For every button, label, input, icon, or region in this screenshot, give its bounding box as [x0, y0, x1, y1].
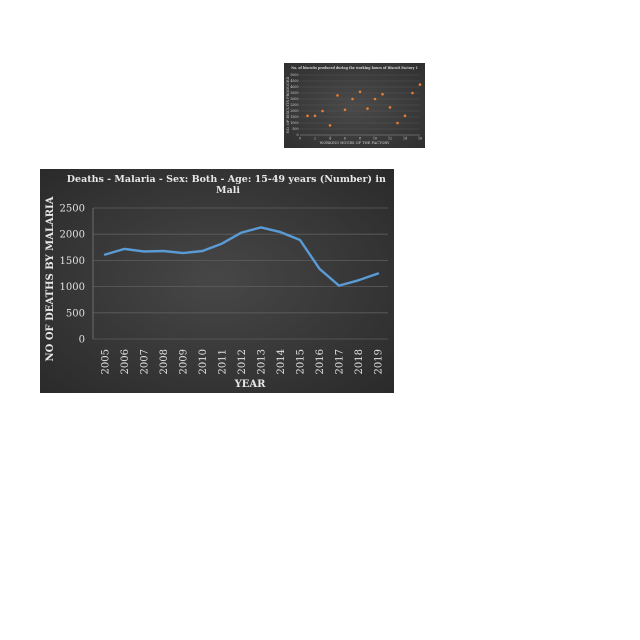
- scatter-y-tick-label: 3000: [290, 97, 298, 101]
- scatter-point: [306, 114, 309, 118]
- scatter-point: [366, 107, 369, 110]
- line-chart-x-tick-label: 2016: [315, 349, 326, 374]
- line-chart-x-tick-label: 2015: [296, 349, 307, 374]
- scatter-y-tick-label: 4500: [290, 79, 298, 83]
- scatter-y-tick-label: 4000: [290, 85, 298, 89]
- scatter-point: [381, 92, 384, 96]
- scatter-point: [321, 109, 324, 113]
- title-line-1: Deaths - Malaria - Sex: Both - Age: 15-4…: [67, 174, 386, 185]
- line-chart-x-tick-label: 2008: [159, 349, 170, 374]
- scatter-x-ticks: 0 2 4 6 8 10 12 14 16: [299, 137, 422, 141]
- scatter-y-tick-label: 2000: [290, 109, 298, 113]
- scatter-y-tick-label: 2500: [290, 103, 298, 107]
- scatter-points: [306, 83, 422, 127]
- line-chart-y-tick-label: 1500: [60, 256, 85, 267]
- scatter-point: [343, 108, 347, 112]
- biscuit-scatter-svg: No. of biscuits produced during the work…: [286, 66, 422, 145]
- title-line-2: Mali: [216, 185, 240, 196]
- line-chart-gridlines: [92, 207, 388, 340]
- line-chart-x-tick-label: 2017: [335, 349, 346, 374]
- scatter-y-tick-label: 0: [296, 133, 298, 137]
- scatter-point: [403, 114, 407, 118]
- scatter-x-tick-label: 14: [403, 137, 407, 141]
- line-chart-x-tick-label: 2013: [257, 349, 268, 374]
- scatter-x-tick-label: 8: [359, 137, 361, 141]
- line-chart-y-tick-label: 0: [79, 335, 85, 346]
- scatter-x-tick-label: 2: [314, 137, 316, 141]
- scatter-gridlines: [300, 74, 420, 136]
- line-chart-x-tick-label: 2019: [374, 349, 385, 374]
- scatter-x-tick-label: 12: [388, 137, 392, 141]
- scatter-point: [411, 91, 414, 95]
- scatter-point: [396, 121, 399, 125]
- scatter-point: [388, 106, 392, 109]
- scatter-x-tick-label: 10: [373, 137, 377, 141]
- scatter-x-axis-label: WORKING HOURS OF THE FACTORY: [320, 141, 390, 145]
- line-chart-y-ticks: 0 500 1000 1500 2000 2500: [60, 204, 85, 346]
- line-chart-x-tick-label: 2012: [237, 349, 248, 374]
- malaria-line-svg: Deaths - Malaria - Sex: Both - Age: 15-4…: [45, 174, 389, 390]
- line-chart-y-tick-label: 500: [66, 308, 85, 319]
- line-chart-x-tick-label: 2018: [354, 349, 365, 374]
- scatter-point: [313, 114, 317, 118]
- scatter-y-tick-label: 3500: [290, 91, 298, 95]
- line-chart-x-tick-label: 2007: [140, 349, 151, 374]
- line-chart-title: Deaths - Malaria - Sex: Both - Age: 15-4…: [67, 174, 389, 196]
- line-chart-x-tick-label: 2010: [198, 349, 209, 374]
- scatter-y-axis-label: NO. OF BISCUITS PRODUCED: [286, 77, 290, 134]
- line-chart-x-tick-label: 2006: [120, 349, 131, 374]
- line-chart-x-tick-label: 2009: [179, 349, 190, 374]
- biscuit-scatter-chart: No. of biscuits produced during the work…: [284, 63, 425, 148]
- scatter-y-ticks: 0 500 1000 1500 2000 2500 3000 3500 4000 4500 5000: [290, 73, 298, 137]
- scatter-x-tick-label: 4: [329, 137, 331, 141]
- scatter-point: [373, 97, 377, 101]
- scatter-x-tick-label: 6: [344, 137, 346, 141]
- scatter-y-tick-label: 1500: [290, 115, 298, 119]
- line-chart-y-tick-label: 2500: [60, 204, 85, 215]
- scatter-y-tick-label: 5000: [290, 73, 298, 77]
- scatter-y-tick-label: 1000: [290, 121, 298, 125]
- line-chart-y-axis-label: NO OF DEATHS BY MALARIA: [45, 196, 56, 361]
- scatter-y-tick-label: 500: [292, 127, 298, 131]
- scatter-point: [336, 94, 339, 97]
- malaria-deaths-line-chart: Deaths - Malaria - Sex: Both - Age: 15-4…: [40, 169, 394, 393]
- scatter-point: [351, 97, 354, 101]
- scatter-x-tick-label: 16: [418, 137, 422, 141]
- line-chart-y-tick-label: 2000: [60, 230, 85, 241]
- scatter-point: [328, 124, 332, 127]
- line-chart-x-tick-label: 2014: [276, 349, 287, 374]
- scatter-x-tick-label: 0: [299, 137, 301, 141]
- line-chart-x-axis-label: YEAR: [234, 379, 267, 390]
- line-chart-x-tick-label: 2011: [218, 349, 229, 374]
- scatter-point: [418, 83, 422, 86]
- line-chart-x-tick-label: 2005: [101, 349, 112, 374]
- scatter-point: [358, 90, 362, 94]
- malaria-deaths-series-line: [103, 226, 380, 287]
- line-chart-x-ticks: 2005 2006 2007 2008 2009 2010 2011 2012 2013 2014…: [101, 349, 385, 374]
- line-chart-y-tick-label: 1000: [60, 282, 85, 293]
- scatter-title: No. of biscuits produced during the work…: [291, 66, 418, 70]
